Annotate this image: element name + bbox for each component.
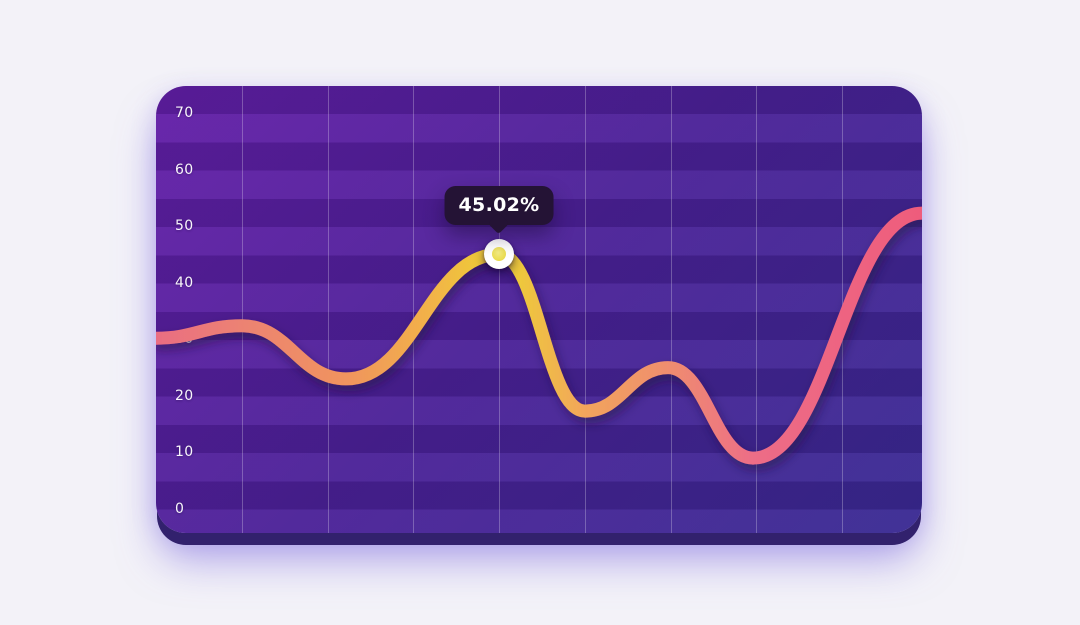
y-axis-tick-label: 20 — [175, 388, 194, 404]
data-point-marker[interactable] — [484, 239, 514, 270]
y-axis-tick-label: 50 — [175, 218, 194, 234]
tooltip-value: 45.02% — [458, 194, 540, 217]
chart-card: 70 60 50 40 30 20 10 0 45.02% — [156, 86, 922, 533]
y-axis-tick-label: 0 — [175, 501, 185, 517]
vertical-gridline — [413, 86, 414, 533]
line-series-svg — [156, 206, 922, 465]
y-axis-tick-label: 10 — [175, 444, 194, 460]
vertical-gridline — [756, 86, 757, 533]
y-axis-tick-label: 40 — [175, 275, 194, 291]
line-series-path[interactable] — [156, 206, 922, 465]
vertical-gridline — [499, 86, 500, 533]
y-axis-tick-label: 30 — [175, 331, 194, 347]
y-axis-tick-label: 70 — [175, 105, 194, 121]
vertical-gridline — [671, 86, 672, 533]
vertical-gridline — [585, 86, 586, 533]
vertical-gridline — [328, 86, 329, 533]
vertical-gridline — [242, 86, 243, 533]
data-point-marker-dot — [492, 247, 506, 262]
tooltip: 45.02% — [444, 186, 554, 226]
y-axis-tick-label: 60 — [175, 162, 194, 178]
vertical-gridline — [842, 86, 843, 533]
